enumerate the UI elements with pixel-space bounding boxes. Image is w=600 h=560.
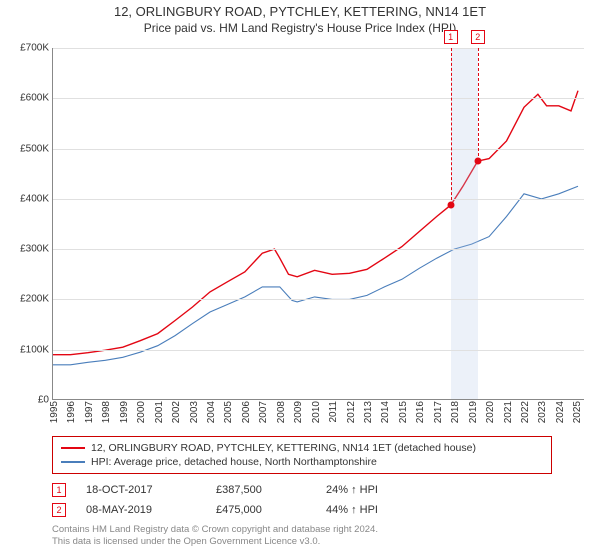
x-axis-label: 2011 xyxy=(328,401,339,423)
x-axis-label: 2013 xyxy=(363,401,374,423)
x-axis-label: 2024 xyxy=(555,401,566,423)
marker-vline xyxy=(451,48,452,205)
x-axis-label: 2021 xyxy=(503,401,514,423)
marker-dot xyxy=(447,202,454,209)
y-axis-label: £500K xyxy=(20,143,49,154)
x-axis-label: 1995 xyxy=(49,401,60,423)
x-axis-label: 2022 xyxy=(520,401,531,423)
annotation-price: £387,500 xyxy=(216,484,326,496)
x-axis-label: 2006 xyxy=(241,401,252,423)
y-axis-label: £400K xyxy=(20,193,49,204)
marker-number-box: 2 xyxy=(471,30,485,44)
x-axis-label: 2002 xyxy=(171,401,182,423)
footer-attribution: Contains HM Land Registry data © Crown c… xyxy=(52,524,378,549)
title-block: 12, ORLINGBURY ROAD, PYTCHLEY, KETTERING… xyxy=(0,0,600,35)
y-axis-label: £300K xyxy=(20,244,49,255)
x-axis-label: 2020 xyxy=(485,401,496,423)
annotation-table: 1 18-OCT-2017£387,50024% ↑ HPI 2 08-MAY-201… xyxy=(52,480,416,520)
x-axis-label: 2005 xyxy=(223,401,234,423)
x-axis-label: 1997 xyxy=(84,401,95,423)
title-address: 12, ORLINGBURY ROAD, PYTCHLEY, KETTERING… xyxy=(0,4,600,19)
legend-swatch xyxy=(61,461,85,463)
chart-area: £0£100K£200K£300K£400K£500K£600K£700K199… xyxy=(52,48,584,400)
annotation-number-box: 1 xyxy=(52,483,66,497)
annotation-row: 2 08-MAY-2019£475,00044% ↑ HPI xyxy=(52,500,416,520)
x-axis-label: 2019 xyxy=(468,401,479,423)
x-axis-label: 1999 xyxy=(119,401,130,423)
grid-line xyxy=(53,249,584,250)
legend-label: HPI: Average price, detached house, Nort… xyxy=(91,456,377,468)
x-axis-label: 1998 xyxy=(101,401,112,423)
footer-line-1: Contains HM Land Registry data © Crown c… xyxy=(52,524,378,536)
x-axis-label: 2012 xyxy=(346,401,357,423)
y-axis-label: £0 xyxy=(38,395,49,406)
series-hpi xyxy=(53,186,578,364)
legend-item: 12, ORLINGBURY ROAD, PYTCHLEY, KETTERING… xyxy=(61,441,543,455)
annotation-delta: 44% ↑ HPI xyxy=(326,504,416,516)
x-axis-label: 2001 xyxy=(154,401,165,423)
x-axis-label: 2025 xyxy=(572,401,583,423)
x-axis-label: 2004 xyxy=(206,401,217,423)
annotation-row: 1 18-OCT-2017£387,50024% ↑ HPI xyxy=(52,480,416,500)
line-series-svg xyxy=(53,48,585,400)
annotation-date: 08-MAY-2019 xyxy=(86,504,216,516)
grid-line xyxy=(53,98,584,99)
x-axis-label: 2015 xyxy=(398,401,409,423)
annotation-delta: 24% ↑ HPI xyxy=(326,484,416,496)
chart-container: 12, ORLINGBURY ROAD, PYTCHLEY, KETTERING… xyxy=(0,0,600,560)
series-price_paid xyxy=(53,91,578,355)
x-axis-label: 2023 xyxy=(537,401,548,423)
grid-line xyxy=(53,350,584,351)
x-axis-label: 1996 xyxy=(66,401,77,423)
x-axis-label: 2009 xyxy=(293,401,304,423)
x-axis-label: 2003 xyxy=(189,401,200,423)
grid-line xyxy=(53,149,584,150)
x-axis-label: 2016 xyxy=(415,401,426,423)
legend-swatch xyxy=(61,447,85,449)
legend-label: 12, ORLINGBURY ROAD, PYTCHLEY, KETTERING… xyxy=(91,442,476,454)
legend-box: 12, ORLINGBURY ROAD, PYTCHLEY, KETTERING… xyxy=(52,436,552,474)
x-axis-label: 2017 xyxy=(433,401,444,423)
annotation-price: £475,000 xyxy=(216,504,326,516)
annotation-date: 18-OCT-2017 xyxy=(86,484,216,496)
x-axis-label: 2010 xyxy=(311,401,322,423)
grid-line xyxy=(53,299,584,300)
x-axis-label: 2014 xyxy=(380,401,391,423)
y-axis-label: £200K xyxy=(20,294,49,305)
annotation-number-box: 2 xyxy=(52,503,66,517)
x-axis-label: 2007 xyxy=(258,401,269,423)
grid-line xyxy=(53,48,584,49)
footer-line-2: This data is licensed under the Open Gov… xyxy=(52,536,378,548)
x-axis-label: 2000 xyxy=(136,401,147,423)
plot-region: £0£100K£200K£300K£400K£500K£600K£700K199… xyxy=(52,48,584,400)
marker-dot xyxy=(474,158,481,165)
y-axis-label: £100K xyxy=(20,344,49,355)
legend-item: HPI: Average price, detached house, Nort… xyxy=(61,455,543,469)
marker-vline xyxy=(478,48,479,161)
y-axis-label: £700K xyxy=(20,43,49,54)
marker-number-box: 1 xyxy=(444,30,458,44)
title-subtitle: Price paid vs. HM Land Registry's House … xyxy=(0,21,600,35)
x-axis-label: 2008 xyxy=(276,401,287,423)
x-axis-label: 2018 xyxy=(450,401,461,423)
y-axis-label: £600K xyxy=(20,93,49,104)
highlight-band xyxy=(451,48,478,399)
grid-line xyxy=(53,199,584,200)
